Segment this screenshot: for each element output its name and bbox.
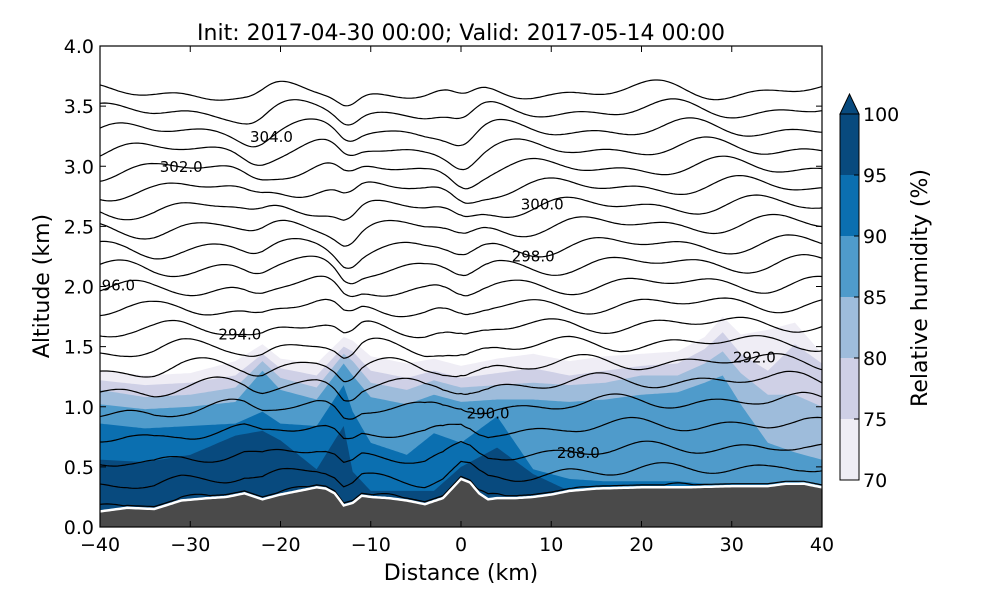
colorbar-tick-label: 95 [863,165,887,187]
colorbar-segment [840,358,859,419]
isentrope-302 [100,155,822,190]
plot-area: 288.0 290.0 292.0 294.0 296.0 298.0 300.0 302.0… [92,46,822,527]
x-axis-label: Distance (km) [384,561,539,586]
isentrope-304 [100,117,822,148]
colorbar-tick-label: 75 [863,409,887,431]
colorbar-extend-arrow [839,92,860,115]
isentrope-289 [100,416,822,443]
isentrope-label: 302.0 [160,158,203,176]
isentrope-298 [100,234,822,269]
colorbar-segment [840,236,859,297]
y-tick-label: 0.5 [64,457,94,479]
isentrope-295 [100,297,822,318]
colorbar: 70 75 80 85 90 95 100 [839,92,899,492]
isentrope-291 [100,370,822,402]
isentrope-labels: 288.0 290.0 292.0 294.0 296.0 298.0 300.0 302.0… [92,128,776,462]
isentrope-label: 292.0 [733,348,776,366]
isentrope-lines [100,79,822,508]
y-tick-label: 3.0 [64,156,94,178]
x-tick-label: −20 [260,534,300,556]
chart-title: Init: 2017-04-30 00:00; Valid: 2017-05-1… [197,21,725,46]
x-tick-label: −10 [351,534,391,556]
y-tick-label: 1.0 [64,397,94,419]
isentrope-297 [100,253,822,285]
colorbar-segment [840,175,859,236]
colorbar-tick-label: 70 [863,470,887,492]
isentrope-288 [100,440,822,467]
x-tick-label: 20 [629,534,653,556]
isentrope-299 [100,213,822,247]
isentrope-label: 298.0 [512,247,555,265]
colorbar-tick-label: 90 [863,226,887,248]
isentrope-303 [100,136,822,171]
isentrope-label: 288.0 [557,444,600,462]
colorbar-segment [840,419,859,480]
x-tick-label: 0 [455,534,467,556]
y-tick-label: 1.5 [64,337,94,359]
y-tick-label: 2.0 [64,277,94,299]
isentrope-label: 304.0 [250,128,293,146]
terrain [100,477,822,527]
isentrope-label: 294.0 [218,326,261,344]
colorbar-tick-label: 85 [863,287,887,309]
isentrope-label: 300.0 [521,196,564,214]
x-tick-label: −40 [80,534,120,556]
colorbar-tick-label: 80 [863,348,887,370]
isentrope-305 [100,98,822,126]
isentrope-292 [100,353,822,383]
x-tick-label: 10 [539,534,563,556]
y-tick-label: 3.5 [64,96,94,118]
x-tick-label: 40 [810,534,834,556]
x-tick-label: −30 [170,534,210,556]
isentrope-287 [100,460,822,489]
isentrope-306 [100,79,822,107]
colorbar-segment [840,114,859,175]
isentrope-label: 296.0 [92,277,135,295]
x-tick-label: 30 [720,534,744,556]
isentrope-296 [100,275,822,298]
isentrope-290 [100,391,822,420]
terrain-fill [100,478,822,527]
isentrope-300 [100,194,822,221]
colorbar-tick-label: 100 [863,104,899,126]
isentrope-293 [100,335,822,359]
colorbar-label: Relative humidity (%) [908,169,933,407]
y-tick-label: 0.0 [64,517,94,539]
x-axis: −40 −30 −20 −10 0 10 20 30 40 [80,46,834,556]
y-axis-label: Altitude (km) [30,214,55,358]
colorbar-segment [840,297,859,358]
isentrope-286 [100,475,822,508]
isentrope-294 [100,316,822,339]
y-tick-label: 4.0 [64,36,94,58]
isentrope-label: 290.0 [467,404,510,422]
isentrope-301 [100,175,822,204]
y-tick-label: 2.5 [64,216,94,238]
terrain-outline [100,477,822,513]
y-axis: 0.0 0.5 1.0 1.5 2.0 2.5 3.0 3.5 4.0 [64,36,822,539]
